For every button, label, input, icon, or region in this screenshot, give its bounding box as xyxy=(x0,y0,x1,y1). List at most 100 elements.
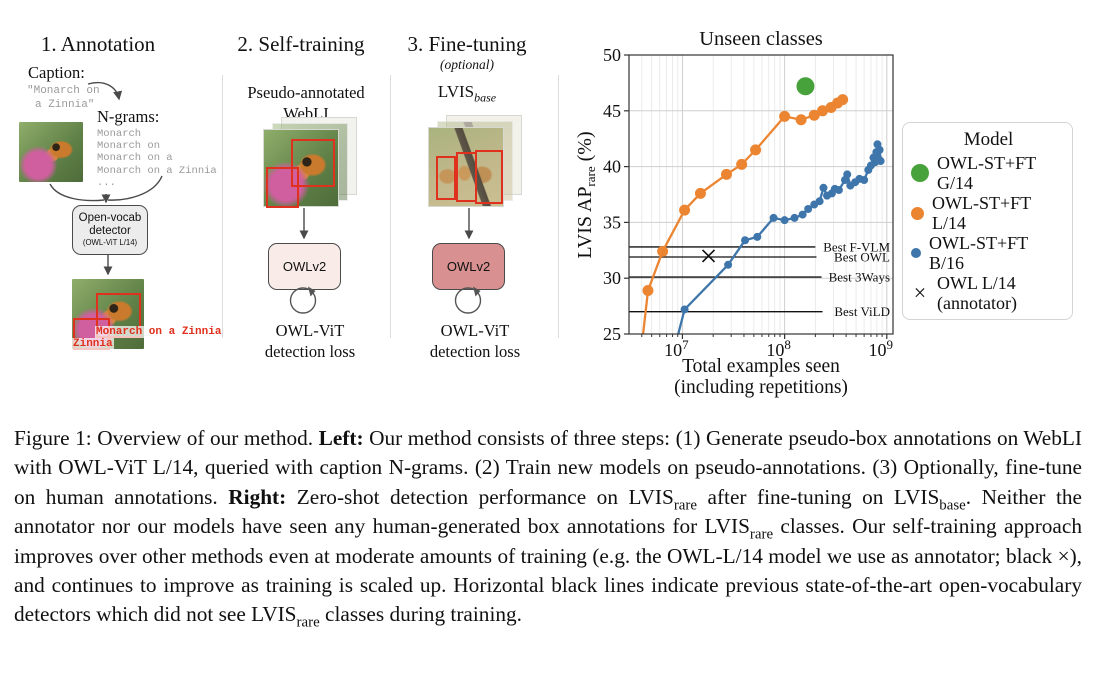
caption-subscript: rare xyxy=(673,497,698,514)
legend-entry: OWL-ST+FT L/14 xyxy=(911,193,1066,233)
caption-bold: Right: xyxy=(228,484,287,509)
panel-separator-2 xyxy=(390,75,391,338)
baseline-label: Best F-VLM xyxy=(823,239,890,254)
loss-label-1: OWL-ViT detection loss xyxy=(248,320,372,362)
chart-ylabel: LVIS APrare (%) xyxy=(575,131,598,258)
caption-bold: Left: xyxy=(318,426,364,450)
caption-text: Our method consists of three steps: (1) … xyxy=(14,426,1082,509)
svg-text:50: 50 xyxy=(603,45,621,65)
arrow-ngrams-to-detector xyxy=(107,175,163,201)
self-loop-1 xyxy=(289,287,317,314)
legend-entry: OWL-ST+FT G/14 xyxy=(911,153,1066,193)
optional-note: (optional) xyxy=(440,57,494,72)
panel3-title: 3. Fine-tuning xyxy=(407,32,527,56)
ngram-item: Monarch on a xyxy=(97,152,173,165)
figure-caption: Figure 1: Overview of our method. Left: … xyxy=(14,424,1082,630)
loss1-line1: OWL-ViT xyxy=(275,321,345,340)
legend-entry-label: OWL L/14 (annotator) xyxy=(937,273,1017,313)
svg-text:40: 40 xyxy=(603,157,621,177)
stack-bbox-3 xyxy=(475,150,503,204)
ngram-list: Monarch Monarch on Monarch on a Monarch on … xyxy=(97,128,217,189)
panel-separator-1 xyxy=(222,75,223,338)
ngram-item: Monarch xyxy=(97,128,142,140)
chart-xlabel: (including repetitions) xyxy=(674,377,848,398)
webli-label-line1: Pseudo-annotated xyxy=(247,83,365,102)
butterfly-photo xyxy=(19,122,83,182)
svg-text:109: 109 xyxy=(869,337,894,360)
caption-quote-line1: "Monarch on xyxy=(27,85,100,97)
lvis-label-main: LVIS xyxy=(437,82,475,101)
diagram-arrows xyxy=(49,81,482,314)
plot-border xyxy=(628,54,894,335)
panel-separator-3 xyxy=(558,75,559,338)
legend-dot-marker xyxy=(911,206,924,220)
caption-subscript: rare xyxy=(296,614,320,631)
caption-quote-line2: a Zinnia" xyxy=(35,99,95,111)
series-owl-st-ft-g-14 xyxy=(796,77,815,96)
baseline-label: Best ViLD xyxy=(834,304,890,319)
panel1-title: 1. Annotation xyxy=(40,32,156,56)
caption-subscript: base xyxy=(939,497,966,514)
loss1-line2: detection loss xyxy=(264,342,356,361)
legend-entry-label: OWL-ST+FT G/14 xyxy=(937,153,1036,193)
legend-entry-label: OWL-ST+FT L/14 xyxy=(932,193,1031,233)
svg-text:35: 35 xyxy=(603,212,621,232)
detector-line2: detector xyxy=(89,225,131,237)
stack-bbox-1 xyxy=(436,156,456,200)
legend-rows: OWL-ST+FT G/14 OWL-ST+FT L/14 OWL-ST+FT B/… xyxy=(911,153,1066,313)
svg-text:25: 25 xyxy=(603,324,621,344)
loss-label-2: OWL-ViT detection loss xyxy=(413,320,537,362)
owlv2-box-finetune: OWLv2 xyxy=(432,243,505,290)
series-owl-l-14-annotator- xyxy=(701,249,716,263)
caption-text: after fine-tuning on LVIS xyxy=(697,484,940,509)
caption-label: Caption: xyxy=(28,63,85,82)
ngram-item: ... xyxy=(97,176,116,189)
webli-image-stack xyxy=(263,117,357,208)
legend-entry: OWL-ST+FT B/16 xyxy=(911,233,1066,273)
chart-gridlines xyxy=(629,55,893,334)
baseline-label: Best 3Ways xyxy=(829,270,890,285)
detector-line1: Open-vocab xyxy=(78,212,142,224)
stack-bbox-1 xyxy=(291,139,335,187)
chart-xlabel: Total examples seen xyxy=(682,356,840,377)
legend-x-marker: × xyxy=(913,280,927,305)
caption-text: Zero-shot detection performance on LVIS xyxy=(286,484,674,509)
self-loop-arrowhead-2 xyxy=(473,286,481,297)
ngrams-label: N-grams: xyxy=(97,107,160,126)
legend-entry-label: OWL-ST+FT B/16 xyxy=(929,233,1028,273)
open-vocab-detector-box: Open-vocab detector (OWL-ViT L/14) xyxy=(72,205,148,255)
chart-legend: Model OWL-ST+FT G/14 OWL-ST+FT L/14 OWL-ST… xyxy=(902,122,1073,320)
lvis-image-stack xyxy=(428,115,522,207)
legend-dot-marker xyxy=(911,164,929,182)
stack-layer-front xyxy=(263,129,339,208)
bbox-label-monarch: Monarch on a Zinnia xyxy=(95,326,223,338)
series-owl-st-ft-l-14 xyxy=(641,94,849,334)
caption-text: classes during training. xyxy=(319,602,522,627)
chart-title: Unseen classes xyxy=(699,28,823,50)
series-owl-st-ft-b-16 xyxy=(677,140,885,334)
panel2-title: 2. Self-training xyxy=(237,32,365,56)
caption-text: classes. Our self-training approach impr… xyxy=(14,514,1082,627)
ngram-item: Monarch on a Zinnia xyxy=(97,164,217,177)
svg-text:45: 45 xyxy=(603,101,621,121)
caption-quote: "Monarch on a Zinnia" xyxy=(27,84,100,112)
stack-layer-front xyxy=(428,127,504,207)
legend-entry: × OWL L/14 (annotator) xyxy=(911,273,1066,313)
loss2-line1: OWL-ViT xyxy=(440,321,510,340)
owlv2-label-1: OWLv2 xyxy=(282,259,327,274)
lvis-label-sub: base xyxy=(474,90,497,105)
lvis-base-label: LVISbase xyxy=(391,82,543,105)
legend-title: Model xyxy=(963,129,1014,150)
stack-bbox-2 xyxy=(266,167,299,208)
arrow-image-to-detector xyxy=(49,183,105,202)
bbox-label-zinnia: Zinnia xyxy=(72,338,114,350)
owlv2-box-selftrain: OWLv2 xyxy=(268,243,341,290)
chart-series xyxy=(641,77,885,334)
baseline-label: Best OWL xyxy=(834,249,890,264)
detector-line3: (OWL-ViT L/14) xyxy=(82,238,138,247)
annotated-photo: Monarch on a Zinnia Zinnia xyxy=(72,279,223,350)
